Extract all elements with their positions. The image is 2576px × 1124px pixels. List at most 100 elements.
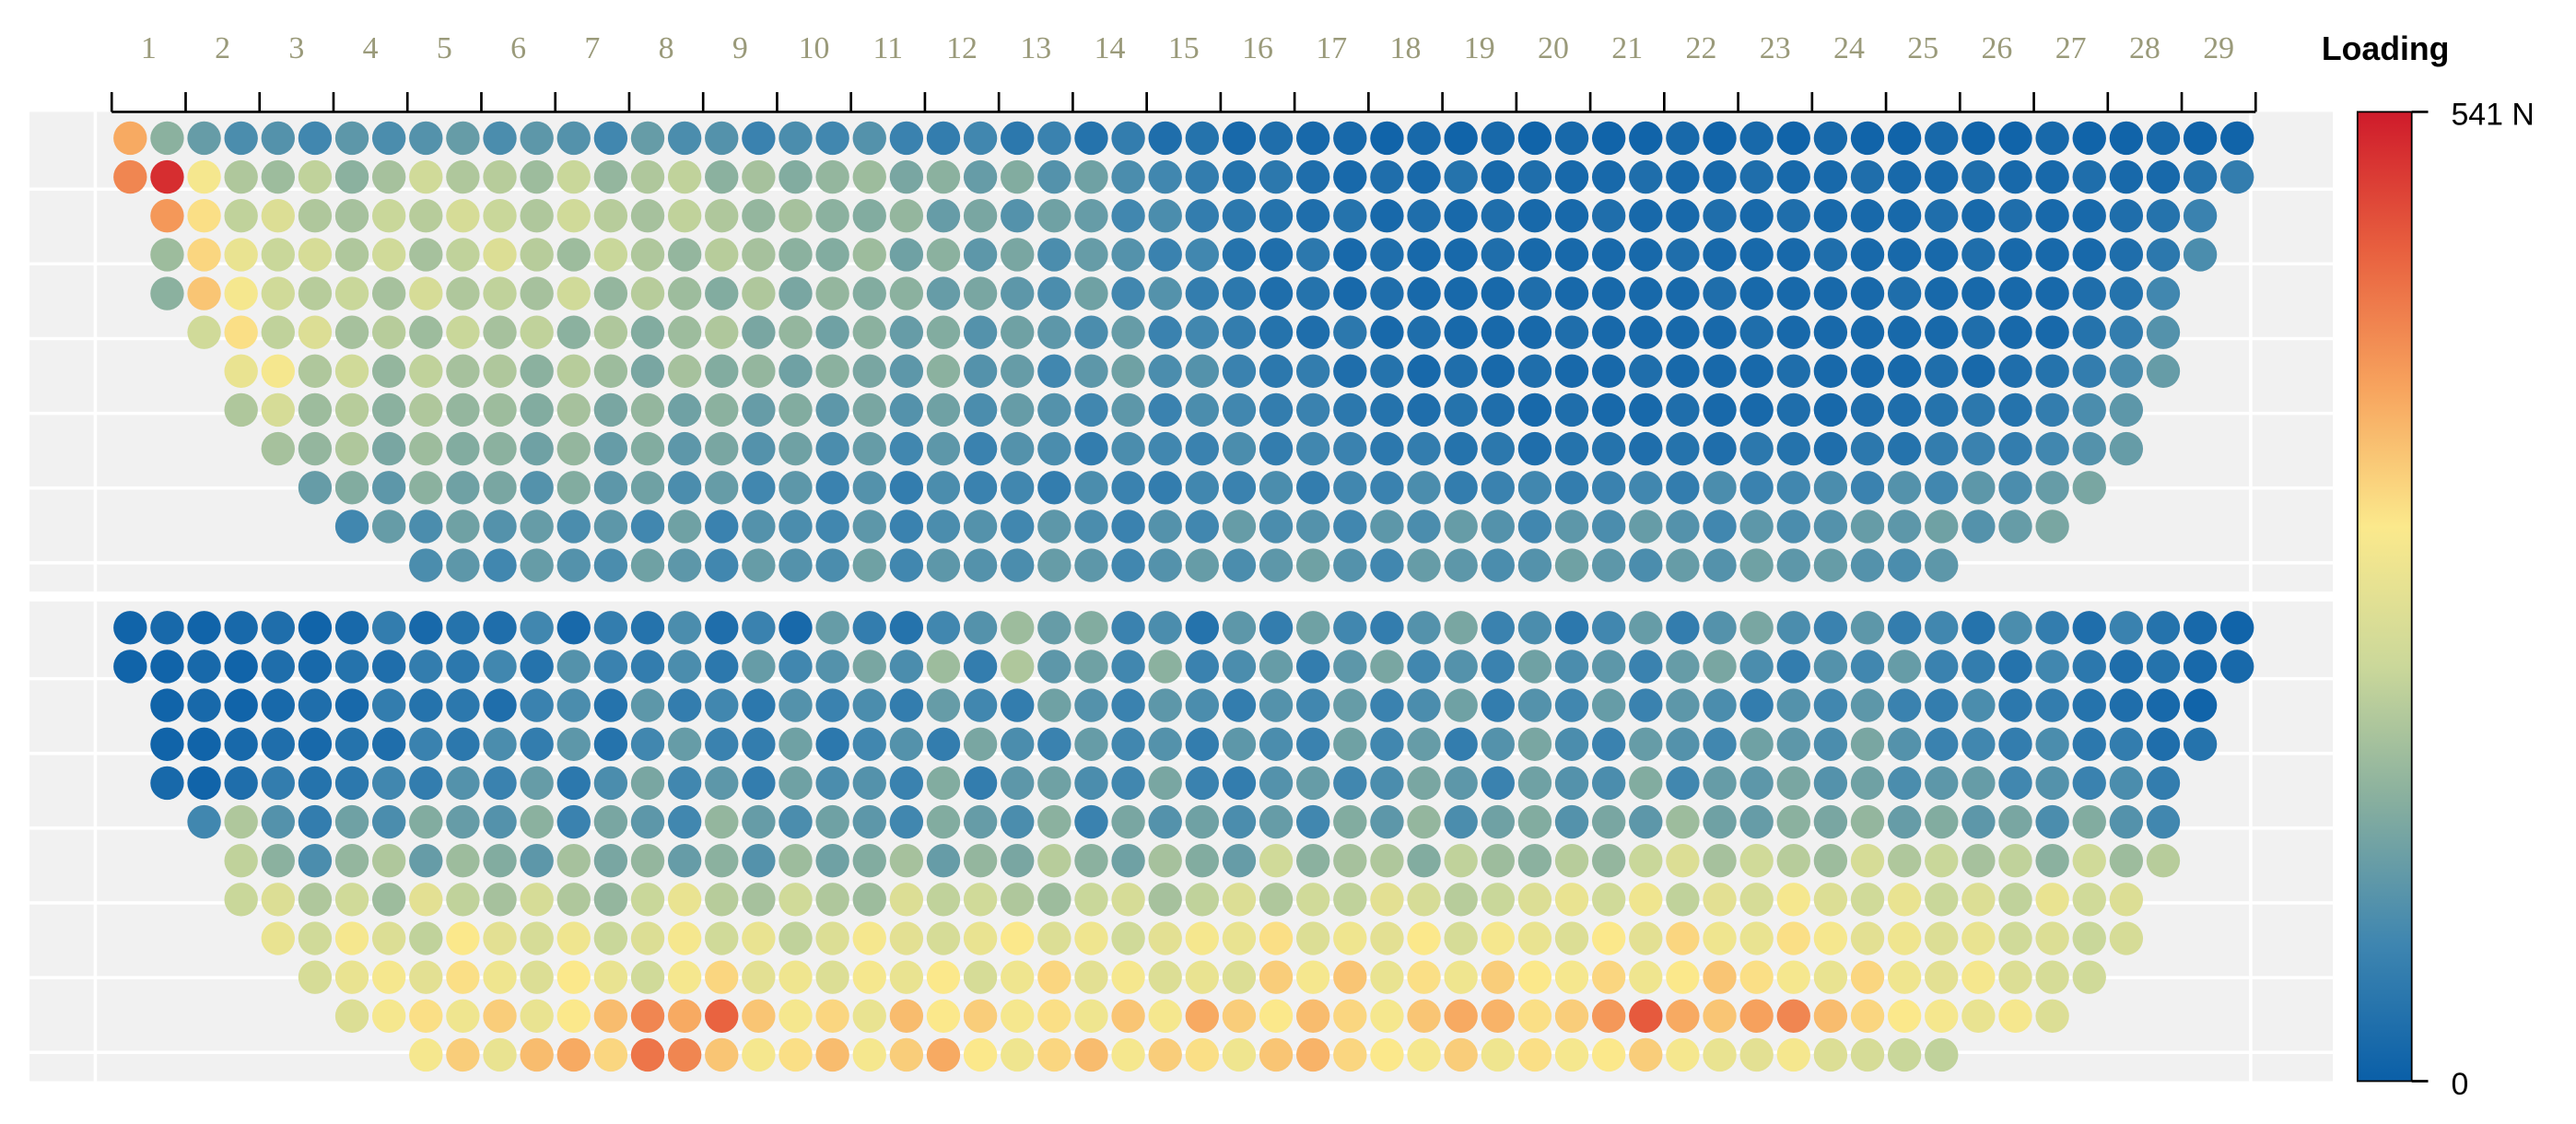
dot [1739, 431, 1774, 466]
dot [1148, 766, 1182, 801]
dot [742, 688, 776, 722]
dot [1222, 650, 1257, 684]
dot [556, 611, 591, 645]
dot [1185, 276, 1220, 310]
dot [926, 1037, 961, 1072]
dot [446, 804, 480, 839]
dot [1591, 509, 1626, 544]
dot [1222, 548, 1257, 582]
dot [705, 611, 739, 645]
dot [1481, 611, 1515, 645]
dot [1111, 276, 1145, 310]
dot [371, 688, 406, 722]
dot [1517, 548, 1552, 582]
dot [926, 921, 961, 955]
dot [667, 238, 702, 272]
dot [2072, 883, 2106, 917]
dot [1074, 431, 1108, 466]
dot [1074, 548, 1108, 582]
dot [1666, 276, 1700, 310]
dot [2072, 315, 2106, 349]
dot [1998, 960, 2032, 994]
dot [852, 727, 886, 761]
dot [1517, 315, 1552, 349]
dot [889, 315, 924, 349]
axis-line [110, 92, 2257, 113]
dot [889, 999, 924, 1033]
dot [1111, 804, 1145, 839]
x-tick-label: 4 [363, 31, 379, 65]
dot [334, 354, 369, 389]
dot [1998, 121, 2032, 156]
dot [1925, 354, 1959, 389]
dot [852, 921, 886, 955]
x-tick-label: 11 [872, 31, 903, 65]
dot [520, 199, 554, 233]
dot [1591, 844, 1626, 878]
dot [2035, 471, 2069, 505]
dot [298, 960, 333, 994]
dot [556, 727, 591, 761]
dot [779, 315, 813, 349]
dot [1961, 999, 1996, 1033]
dot [1444, 121, 1478, 156]
dot [2072, 727, 2106, 761]
dot [779, 688, 813, 722]
dot [409, 548, 443, 582]
dot [1407, 999, 1441, 1033]
dot [1481, 727, 1515, 761]
dot [371, 471, 406, 505]
dot [742, 1037, 776, 1072]
dot [742, 611, 776, 645]
dot [1111, 238, 1145, 272]
dot [334, 650, 369, 684]
dot [630, 315, 665, 349]
dot [1296, 844, 1330, 878]
dot [963, 471, 998, 505]
dot [963, 688, 998, 722]
dot [1850, 471, 1885, 505]
dot [1370, 276, 1404, 310]
dot [630, 354, 665, 389]
dot [963, 354, 998, 389]
dot [779, 199, 813, 233]
x-tick-label: 18 [1390, 31, 1422, 65]
dot [2035, 238, 2069, 272]
dot [1037, 315, 1071, 349]
dot [2183, 650, 2218, 684]
dot [1813, 354, 1848, 389]
dot [1961, 199, 1996, 233]
dot [1001, 121, 1035, 156]
dot [630, 471, 665, 505]
dot [1961, 766, 1996, 801]
dot [1259, 392, 1294, 427]
dot [556, 199, 591, 233]
dot [1629, 431, 1663, 466]
dot [1850, 276, 1885, 310]
dot [1111, 766, 1145, 801]
dot [1850, 921, 1885, 955]
dot [1185, 1037, 1220, 1072]
dot [2146, 276, 2181, 310]
dot [1554, 844, 1589, 878]
dot [593, 921, 628, 955]
dot [1850, 392, 1885, 427]
dot [705, 315, 739, 349]
dot [1998, 650, 2032, 684]
dot [963, 1037, 998, 1072]
dot [889, 121, 924, 156]
dot [334, 199, 369, 233]
dot [1998, 611, 2032, 645]
dot [1148, 804, 1182, 839]
dot [742, 883, 776, 917]
dot [1629, 766, 1663, 801]
dot [963, 611, 998, 645]
dot [1148, 548, 1182, 582]
dot [1517, 611, 1552, 645]
dot [963, 960, 998, 994]
dot [224, 315, 258, 349]
dot [1925, 315, 1959, 349]
dot [1222, 276, 1257, 310]
